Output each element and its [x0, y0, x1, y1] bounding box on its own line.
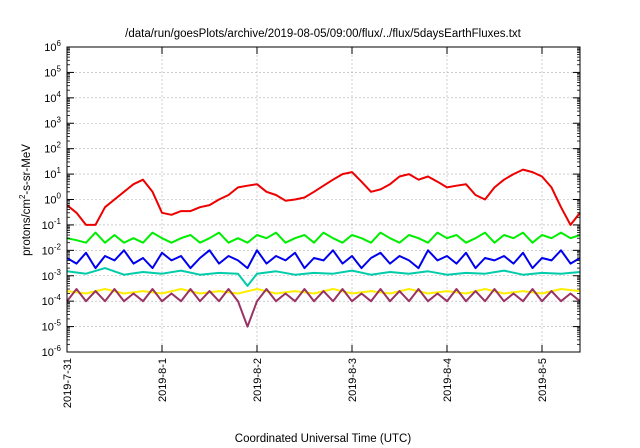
y-tick-label: 10-6 — [42, 344, 62, 359]
x-tick-label: 2019-8-1 — [157, 358, 169, 402]
x-axis-label: Coordinated Universal Time (UTC) — [235, 433, 412, 445]
x-tick-label: 2019-8-5 — [537, 358, 549, 402]
y-tick-label: 101 — [44, 166, 61, 181]
axes — [66, 46, 581, 353]
y-tick-label: 102 — [44, 141, 61, 156]
y-tick-labels: 10-6 10-5 10-4 10-3 10-2 10-1 100 101 102 103 104 1… — [42, 39, 62, 359]
series-line-6 — [66, 288, 581, 328]
y-tick-label: 10-1 — [42, 217, 62, 232]
x-tick-label: 2019-8-4 — [442, 358, 454, 402]
series-line-2 — [66, 231, 581, 244]
y-axis-label-rest: -s-sr-MeV — [21, 144, 33, 195]
series-line-3 — [66, 267, 581, 287]
chart-title: /data/run/goesPlots/archive/2019-08-05/0… — [125, 28, 521, 40]
x-tick-label: 2019-8-3 — [347, 358, 359, 402]
series-line-1 — [66, 168, 581, 226]
y-tick-label: 106 — [44, 39, 61, 54]
y-tick-label: 100 — [44, 192, 61, 207]
y-axis-label-sup: 2 — [18, 194, 27, 199]
y-tick-label: 10-3 — [42, 268, 62, 283]
y-axis-label-base: protons/cm — [21, 199, 33, 256]
series-line-4 — [66, 249, 581, 270]
x-tick-label: 2019-7-31 — [62, 358, 74, 408]
y-tick-label: 105 — [44, 64, 61, 79]
y-tick-label: 10-4 — [42, 293, 62, 308]
y-axis-label: protons/cm2-s-sr-MeV — [18, 144, 33, 256]
y-tick-label: 103 — [44, 115, 61, 130]
y-tick-label: 104 — [44, 90, 61, 105]
grid-lines — [67, 47, 580, 352]
x-tick-labels: 2019-7-31 2019-8-1 2019-8-2 2019-8-3 2019-8-… — [62, 358, 549, 408]
y-tick-label: 10-2 — [42, 242, 62, 257]
y-tick-label: 10-5 — [42, 319, 62, 334]
x-tick-label: 2019-8-2 — [252, 358, 264, 402]
data-series — [66, 168, 581, 328]
